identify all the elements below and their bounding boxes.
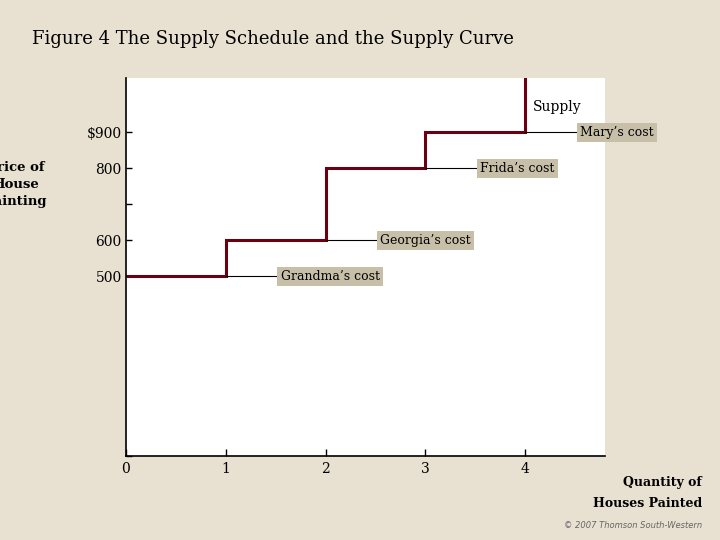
Text: Frida’s cost: Frida’s cost: [480, 162, 554, 175]
Text: Grandma’s cost: Grandma’s cost: [281, 270, 379, 283]
Text: Mary’s cost: Mary’s cost: [580, 126, 654, 139]
Text: Supply: Supply: [533, 100, 582, 114]
Text: Georgia’s cost: Georgia’s cost: [380, 234, 471, 247]
Text: Figure 4 The Supply Schedule and the Supply Curve: Figure 4 The Supply Schedule and the Sup…: [32, 30, 514, 48]
Text: Price of
House
Painting: Price of House Painting: [0, 161, 47, 208]
Text: © 2007 Thomson South-Western: © 2007 Thomson South-Western: [564, 521, 702, 530]
Text: Quantity of: Quantity of: [624, 476, 702, 489]
Text: Houses Painted: Houses Painted: [593, 497, 702, 510]
